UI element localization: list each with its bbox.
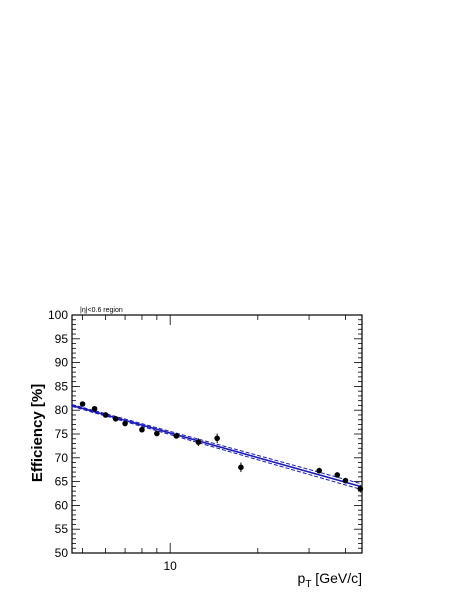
data-point xyxy=(342,477,349,484)
fit-line xyxy=(71,404,363,488)
data-point xyxy=(195,439,202,445)
data-point xyxy=(334,472,341,478)
y-tick-label: 55 xyxy=(55,522,69,536)
data-point xyxy=(316,467,322,474)
x-axis-title: pT [GeV/c] xyxy=(298,570,362,590)
data-point xyxy=(238,464,244,471)
y-tick-label: 65 xyxy=(55,475,69,489)
y-tick-label: 70 xyxy=(55,451,69,465)
y-tick-label: 80 xyxy=(55,403,69,417)
y-tick-label: 60 xyxy=(55,498,69,512)
data-point xyxy=(102,412,109,418)
data-point xyxy=(139,426,145,433)
y-tick-label: 100 xyxy=(48,308,68,322)
data-point xyxy=(154,430,160,437)
data-point xyxy=(357,485,364,492)
fit-upper-band xyxy=(71,404,363,485)
data-point xyxy=(91,405,98,412)
y-tick-label: 85 xyxy=(55,379,69,393)
y-tick-label: 75 xyxy=(55,427,69,441)
region-label: |η|<0.6 region xyxy=(80,307,123,314)
data-point xyxy=(214,435,220,442)
data-point xyxy=(79,401,86,407)
y-tick-label: 50 xyxy=(55,546,69,560)
fit-lower-band xyxy=(71,405,363,491)
data-point xyxy=(122,420,128,427)
data-point xyxy=(173,433,180,439)
y-axis-title: Efficiency [%] xyxy=(29,384,46,482)
x-tick-label: 10 xyxy=(163,559,177,573)
y-tick-label: 90 xyxy=(55,356,69,370)
data-point xyxy=(112,415,119,422)
y-tick-label: 95 xyxy=(55,332,69,346)
